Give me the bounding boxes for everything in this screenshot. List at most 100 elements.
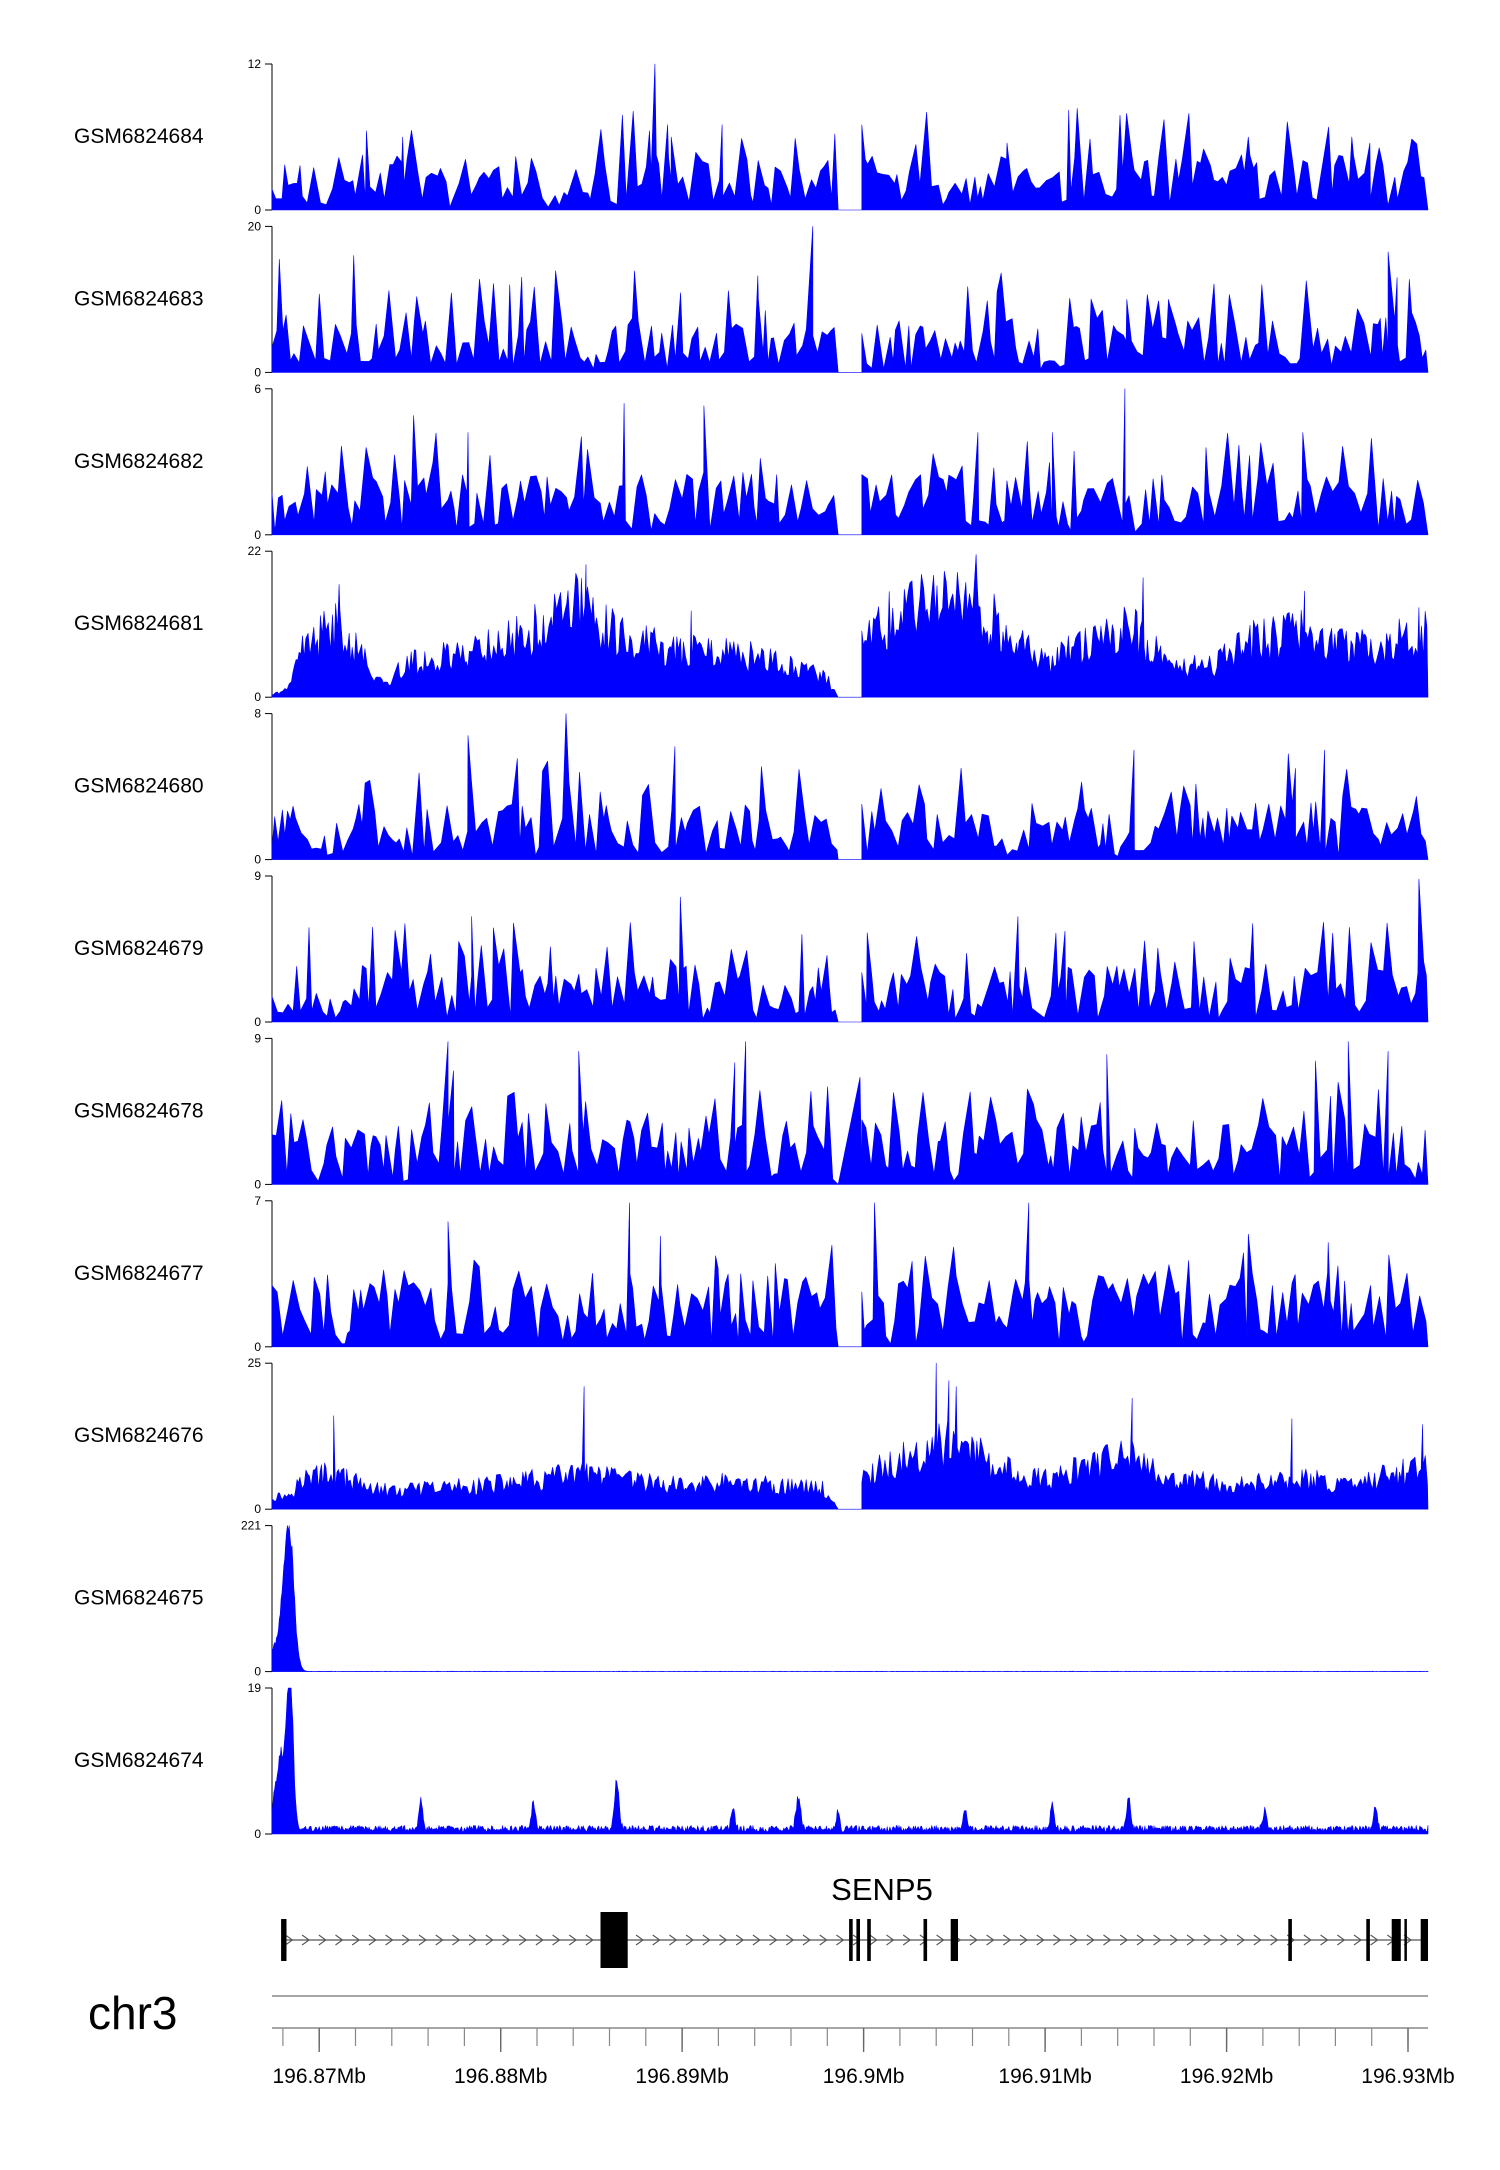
y-min-label: 0 — [254, 1502, 261, 1516]
coverage-tracks: GSM6824684120GSM6824683200GSM682468260GS… — [74, 57, 1429, 1841]
strand-arrow — [351, 1934, 361, 1946]
exon — [867, 1919, 871, 1961]
coverage-track: GSM6824675 221 0 — [74, 1519, 1429, 1679]
strand-arrow — [685, 1934, 695, 1946]
track-label: GSM6824679 — [74, 937, 204, 960]
strand-arrow — [1036, 1934, 1045, 1946]
y-max-label: 22 — [248, 544, 262, 558]
track-label: GSM6824675 — [74, 1587, 204, 1610]
strand-arrow — [769, 1934, 778, 1946]
coverage-track: GSM6824677 7 0 — [74, 1194, 1429, 1354]
strand-arrow — [669, 1934, 678, 1946]
track-label: GSM6824682 — [74, 450, 204, 473]
strand-arrow — [1220, 1934, 1229, 1946]
exon — [849, 1919, 853, 1961]
coverage-area — [271, 1041, 1429, 1185]
strand-arrow — [986, 1934, 995, 1946]
gene-track: SENP5 — [281, 1872, 1428, 1968]
coverage-area — [271, 1687, 1429, 1835]
coverage-track: GSM6824683 20 0 — [74, 219, 1429, 379]
coverage-area — [271, 713, 1429, 860]
exon — [950, 1919, 958, 1961]
exon — [600, 1912, 628, 1968]
y-min-label: 0 — [254, 365, 261, 379]
strand-arrow — [1019, 1934, 1028, 1946]
coverage-area — [271, 878, 1429, 1023]
strand-arrow — [1103, 1934, 1112, 1946]
strand-arrow — [852, 1934, 862, 1946]
strand-arrow — [1153, 1934, 1162, 1946]
coverage-area — [271, 1362, 1429, 1510]
exon — [1391, 1919, 1401, 1961]
strand-arrow — [301, 1934, 311, 1946]
coverage-track: GSM6824681 22 0 — [74, 544, 1429, 704]
y-min-label: 0 — [254, 1015, 261, 1029]
y-max-label: 19 — [248, 1681, 262, 1695]
strand-arrow — [518, 1934, 528, 1946]
strand-arrow — [719, 1934, 728, 1946]
strand-arrow — [585, 1934, 594, 1946]
coverage-area — [271, 1525, 1429, 1672]
strand-arrow — [485, 1934, 494, 1946]
strand-arrow — [1320, 1934, 1329, 1946]
strand-arrow — [802, 1934, 811, 1946]
strand-arrow — [785, 1934, 795, 1946]
track-label: GSM6824683 — [74, 287, 204, 310]
exon — [1404, 1919, 1407, 1961]
strand-arrow — [368, 1934, 377, 1946]
axis-tick-label: 196.87Mb — [272, 2065, 365, 2088]
strand-arrow — [635, 1934, 644, 1946]
chromosome-label: chr3 — [88, 1987, 177, 2039]
coverage-track: GSM6824682 6 0 — [74, 382, 1429, 542]
strand-arrow — [1002, 1934, 1012, 1946]
track-label: GSM6824677 — [74, 1262, 204, 1285]
strand-arrow — [702, 1934, 711, 1946]
strand-arrow — [502, 1934, 511, 1946]
track-label: GSM6824674 — [74, 1749, 204, 1772]
strand-arrow — [1336, 1934, 1346, 1946]
y-max-label: 12 — [248, 57, 262, 71]
coverage-track: GSM6824680 8 0 — [74, 707, 1429, 867]
strand-arrow — [1353, 1934, 1362, 1946]
strand-arrow — [435, 1934, 444, 1946]
strand-arrow — [1169, 1934, 1179, 1946]
gene-name: SENP5 — [831, 1872, 933, 1907]
y-max-label: 20 — [248, 219, 262, 233]
strand-arrow — [1136, 1934, 1145, 1946]
strand-arrow — [1053, 1934, 1062, 1946]
axis-tick-label: 196.89Mb — [635, 2065, 728, 2088]
coverage-track: GSM6824684 12 0 — [74, 57, 1429, 217]
exon — [1366, 1919, 1370, 1961]
coverage-track: GSM6824678 9 0 — [74, 1031, 1429, 1191]
axis-tick-label: 196.88Mb — [454, 2065, 547, 2088]
coverage-area — [271, 63, 1429, 211]
y-min-label: 0 — [254, 1340, 261, 1354]
strand-arrow — [568, 1934, 578, 1946]
strand-arrow — [1186, 1934, 1195, 1946]
exon — [923, 1919, 928, 1961]
exon — [1420, 1919, 1428, 1961]
strand-arrow — [1203, 1934, 1212, 1946]
y-max-label: 7 — [254, 1194, 261, 1208]
strand-arrow — [1253, 1934, 1262, 1946]
strand-arrow — [902, 1934, 912, 1946]
y-min-label: 0 — [254, 528, 261, 542]
strand-arrow — [452, 1934, 461, 1946]
strand-arrow — [969, 1934, 978, 1946]
strand-arrow — [418, 1934, 427, 1946]
strand-arrow — [385, 1934, 394, 1946]
strand-arrow — [1119, 1934, 1129, 1946]
strand-arrow — [1069, 1934, 1079, 1946]
strand-arrow — [752, 1934, 761, 1946]
y-min-label: 0 — [254, 1665, 261, 1679]
strand-arrow — [1086, 1934, 1095, 1946]
strand-arrow — [1236, 1934, 1246, 1946]
strand-arrow — [869, 1934, 878, 1946]
y-max-label: 8 — [254, 707, 261, 721]
y-min-label: 0 — [254, 690, 261, 704]
coverage-area — [271, 388, 1429, 536]
strand-arrow — [735, 1934, 745, 1946]
coverage-area — [271, 226, 1429, 373]
strand-arrow — [1303, 1934, 1312, 1946]
